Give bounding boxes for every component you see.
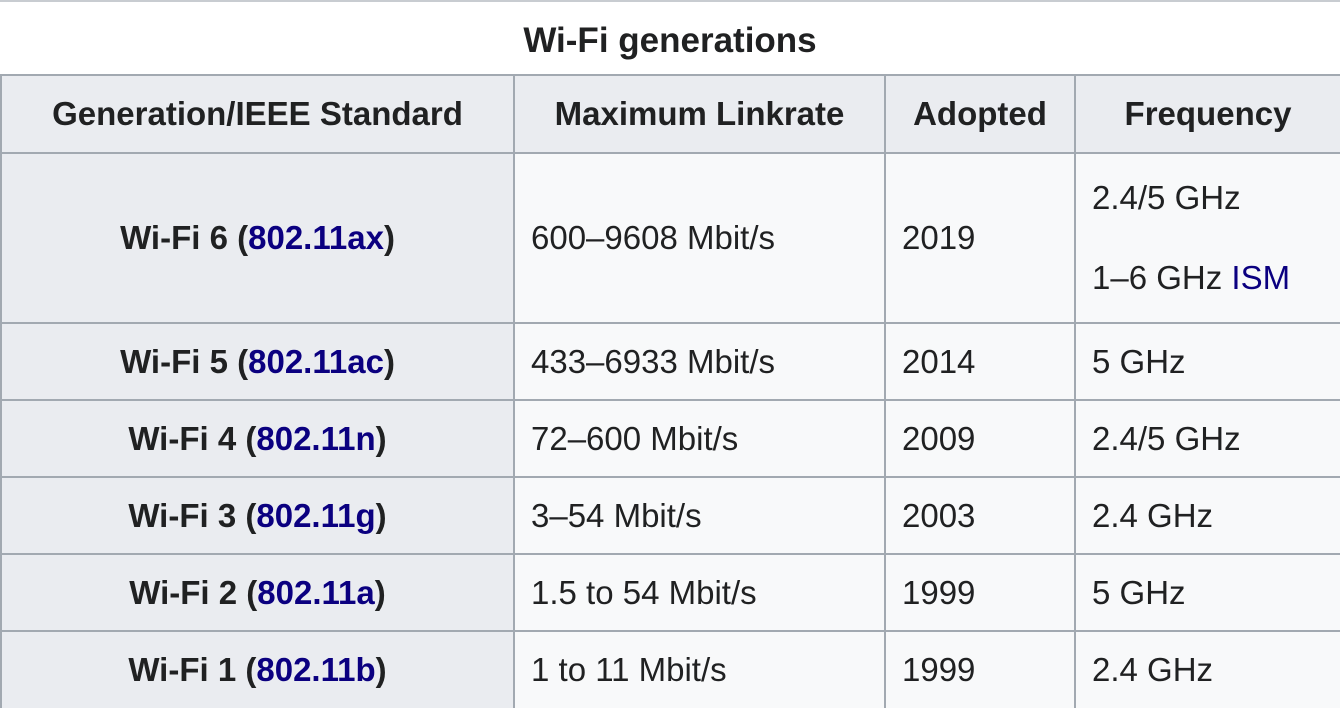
table-row: Wi-Fi 3 (802.11g) 3–54 Mbit/s 2003 2.4 G… — [0, 476, 1340, 555]
frequency-value-secondary: 1–6 GHz ISM — [1092, 259, 1340, 297]
generation-cell: Wi-Fi 4 (802.11n) — [0, 399, 515, 478]
linkrate-cell: 1 to 11 Mbit/s — [513, 630, 886, 708]
paren-open: ( — [227, 342, 249, 380]
table-row: Wi-Fi 4 (802.11n) 72–600 Mbit/s 2009 2.4… — [0, 399, 1340, 478]
ism-link[interactable]: ISM — [1231, 259, 1291, 296]
linkrate-cell: 433–6933 Mbit/s — [513, 322, 886, 401]
linkrate-cell: 1.5 to 54 Mbit/s — [513, 553, 886, 632]
paren-open: ( — [236, 496, 257, 534]
paren-open: ( — [237, 573, 258, 611]
generation-cell: Wi-Fi 1 (802.11b) — [0, 630, 515, 708]
standard-link[interactable]: 802.11ac — [248, 342, 384, 380]
table-row: Wi-Fi 1 (802.11b) 1 to 11 Mbit/s 1999 2.… — [0, 630, 1340, 708]
table-caption: Wi-Fi generations — [523, 21, 817, 60]
frequency-cell: 2.4 GHz — [1074, 630, 1340, 708]
top-divider — [0, 0, 1340, 2]
adopted-cell: 2019 — [884, 152, 1076, 324]
generation-name: Wi-Fi 2 — [129, 573, 238, 611]
frequency-cell: 2.4 GHz — [1074, 476, 1340, 555]
adopted-cell: 2014 — [884, 322, 1076, 401]
standard-link[interactable]: 802.11ax — [248, 219, 384, 256]
paren-close: ) — [375, 496, 387, 534]
adopted-cell: 2009 — [884, 399, 1076, 478]
paren-close: ) — [383, 219, 395, 256]
generation-name: Wi-Fi 1 — [128, 651, 237, 688]
paren-close: ) — [374, 573, 386, 611]
adopted-cell: 1999 — [884, 553, 1076, 632]
header-row: Generation/IEEE Standard Maximum Linkrat… — [0, 74, 1340, 154]
standard-link[interactable]: 802.11n — [256, 419, 376, 457]
column-header-adopted: Adopted — [884, 74, 1076, 154]
paren-close: ) — [375, 651, 387, 688]
frequency-cell: 2.4/5 GHz — [1074, 399, 1340, 478]
generation-cell: Wi-Fi 3 (802.11g) — [0, 476, 515, 555]
paren-open: ( — [227, 219, 249, 256]
generation-name: Wi-Fi 5 — [120, 342, 228, 380]
column-header-linkrate: Maximum Linkrate — [513, 74, 886, 154]
generation-cell: Wi-Fi 2 (802.11a) — [0, 553, 515, 632]
frequency-range: 1–6 GHz — [1092, 259, 1223, 296]
paren-open: ( — [236, 419, 257, 457]
wifi-generations-table: Generation/IEEE Standard Maximum Linkrat… — [0, 74, 1340, 708]
generation-name: Wi-Fi 4 — [128, 419, 237, 457]
generation-cell: Wi-Fi 5 (802.11ac) — [0, 322, 515, 401]
adopted-cell: 1999 — [884, 630, 1076, 708]
standard-link[interactable]: 802.11b — [256, 651, 376, 688]
linkrate-cell: 72–600 Mbit/s — [513, 399, 886, 478]
frequency-value: 2.4/5 GHz — [1092, 179, 1241, 216]
generation-name: Wi-Fi 3 — [128, 496, 237, 534]
linkrate-cell: 3–54 Mbit/s — [513, 476, 886, 555]
generation-cell: Wi-Fi 6 (802.11ax) — [0, 152, 515, 324]
generation-name: Wi-Fi 6 — [120, 219, 228, 256]
paren-open: ( — [236, 651, 257, 688]
frequency-cell: 5 GHz — [1074, 553, 1340, 632]
standard-link[interactable]: 802.11a — [257, 573, 375, 611]
column-header-frequency: Frequency — [1074, 74, 1340, 154]
table-row: Wi-Fi 6 (802.11ax) 600–9608 Mbit/s 2019 … — [0, 152, 1340, 324]
paren-close: ) — [383, 342, 395, 380]
linkrate-cell: 600–9608 Mbit/s — [513, 152, 886, 324]
frequency-cell: 2.4/5 GHz 1–6 GHz ISM — [1074, 152, 1340, 324]
frequency-cell: 5 GHz — [1074, 322, 1340, 401]
paren-close: ) — [375, 419, 387, 457]
table-row: Wi-Fi 2 (802.11a) 1.5 to 54 Mbit/s 1999 … — [0, 553, 1340, 632]
column-header-generation: Generation/IEEE Standard — [0, 74, 515, 154]
adopted-cell: 2003 — [884, 476, 1076, 555]
table-row: Wi-Fi 5 (802.11ac) 433–6933 Mbit/s 2014 … — [0, 322, 1340, 401]
standard-link[interactable]: 802.11g — [256, 496, 376, 534]
